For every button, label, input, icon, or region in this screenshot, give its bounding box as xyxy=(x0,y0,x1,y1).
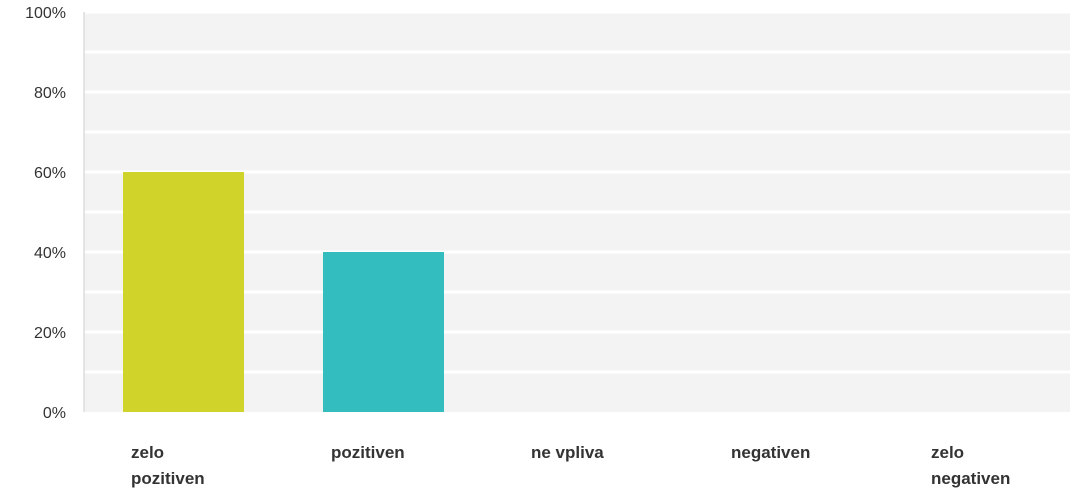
y-axis-ticks: 0% 20% 40% 60% 80% 100% xyxy=(25,5,66,422)
bar-zelo-pozitiven xyxy=(123,172,244,412)
y-tick-label: 100% xyxy=(25,5,66,22)
x-tick-label-ne-vpliva: ne vpliva xyxy=(531,443,604,462)
x-tick-label-zelo-negativen: zelo negativen xyxy=(931,443,1010,488)
x-axis-labels: zelo pozitiven pozitiven ne vpliva negativen… xyxy=(131,443,1010,488)
x-tick-label-pozitiven: pozitiven xyxy=(331,443,405,462)
y-tick-label: 20% xyxy=(34,325,66,342)
y-tick-label: 60% xyxy=(34,165,66,182)
y-tick-label: 0% xyxy=(43,405,66,422)
bar-pozitiven xyxy=(323,252,444,412)
x-tick-label-negativen: negativen xyxy=(731,443,810,462)
bars xyxy=(123,172,444,412)
grid-lines xyxy=(85,10,1070,374)
y-tick-label: 40% xyxy=(34,245,66,262)
x-tick-label-zelo-pozitiven: zelo pozitiven xyxy=(131,443,205,488)
y-tick-label: 80% xyxy=(34,85,66,102)
